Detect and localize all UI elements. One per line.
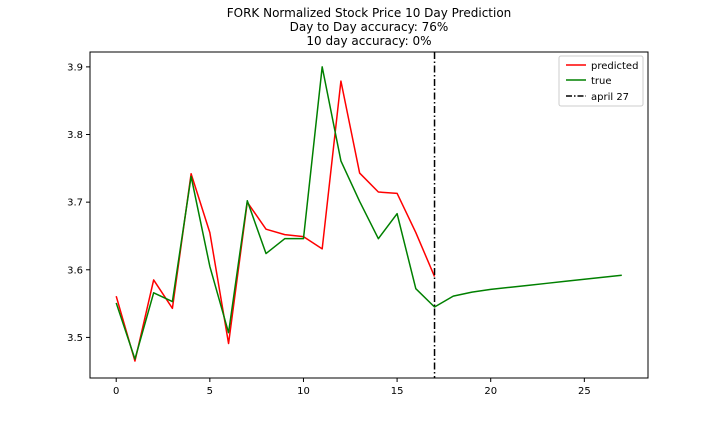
- x-tick-label-0: 0: [113, 386, 119, 397]
- x-tick-label-25: 25: [578, 386, 591, 397]
- title-line-1: FORK Normalized Stock Price 10 Day Predi…: [227, 6, 512, 20]
- x-tick-label-20: 20: [484, 386, 497, 397]
- series-line-true: [115, 66, 622, 360]
- plot-area: [115, 52, 622, 378]
- title-line-2: Day to Day accuracy: 76%: [290, 20, 449, 34]
- legend-label-vline: april 27: [591, 92, 629, 103]
- chart-title: FORK Normalized Stock Price 10 Day Predi…: [227, 6, 512, 48]
- legend-label-true: true: [591, 76, 612, 87]
- x-tick-label-15: 15: [391, 386, 404, 397]
- legend: predicted true april 27: [558, 55, 644, 107]
- x-tick-label-5: 5: [207, 386, 213, 397]
- title-line-3: 10 day accuracy: 0%: [306, 34, 431, 48]
- legend-box: [558, 55, 644, 107]
- y-tick-label-3.7: 3.7: [67, 198, 83, 209]
- y-tick-label-3.6: 3.6: [67, 265, 83, 276]
- y-tick-label-3.5: 3.5: [67, 333, 83, 344]
- y-tick-label-3.9: 3.9: [67, 62, 83, 73]
- legend-label-predicted: predicted: [591, 61, 638, 72]
- x-axis: 0 5 10 15 20 25: [113, 378, 591, 397]
- y-tick-label-3.8: 3.8: [67, 130, 83, 141]
- series-line-predicted: [115, 80, 436, 362]
- y-axis: 3.5 3.6 3.7 3.8 3.9: [67, 62, 90, 344]
- x-tick-label-10: 10: [297, 386, 310, 397]
- axes-frame: [89, 51, 649, 379]
